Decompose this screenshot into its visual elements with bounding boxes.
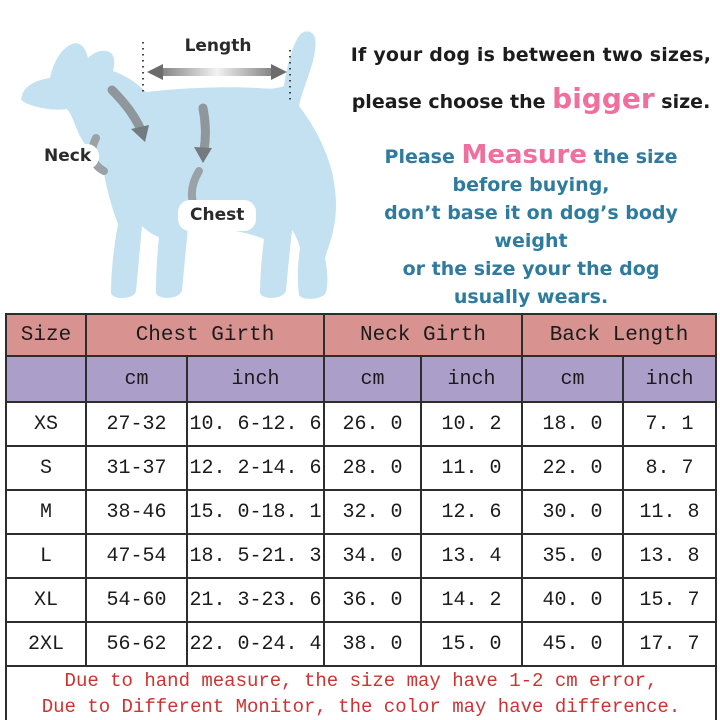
value-cell: 40. 0 <box>521 577 624 623</box>
value-cell: 36. 0 <box>323 577 422 623</box>
dog-illustration <box>21 31 336 299</box>
advice-line1: If your dog is between two sizes, <box>350 44 712 66</box>
disclaimer-line1: Due to hand measure, the size may have 1… <box>64 670 658 692</box>
value-cell: 8. 7 <box>622 445 717 491</box>
neck-arrowhead <box>131 125 149 142</box>
value-cell: 31-37 <box>85 445 188 491</box>
table-row-s: S 31-37 12. 2-14. 6 28. 0 11. 0 22. 0 8.… <box>5 445 717 491</box>
size-cell: XS <box>5 401 87 447</box>
value-cell: 13. 8 <box>622 533 717 579</box>
value-cell: 15. 7 <box>622 577 717 623</box>
value-cell: 38-46 <box>85 489 188 535</box>
value-cell: 11. 0 <box>420 445 523 491</box>
dog-silhouette <box>21 31 336 299</box>
unit-cell: inch <box>420 355 523 403</box>
value-cell: 22. 0 <box>521 445 624 491</box>
value-cell: 21. 3-23. 6 <box>186 577 325 623</box>
value-cell: 54-60 <box>85 577 188 623</box>
value-cell: 32. 0 <box>323 489 422 535</box>
units-empty-cell <box>5 355 87 403</box>
value-cell: 18. 0 <box>521 401 624 447</box>
chest-arrowhead <box>194 147 212 163</box>
table-units-row: cm inch cm inch cm inch <box>5 355 717 403</box>
measure-note: Please Measure the size before buying, d… <box>345 141 717 311</box>
header-back-length: Back Length <box>521 313 717 357</box>
value-cell: 15. 0-18. 1 <box>186 489 325 535</box>
table-row-xs: XS 27-32 10. 6-12. 6 26. 0 10. 2 18. 0 7… <box>5 401 717 447</box>
disclaimer-cell: Due to hand measure, the size may have 1… <box>5 665 717 720</box>
value-cell: 13. 4 <box>420 533 523 579</box>
measure-note-line1: Please Measure the size <box>345 141 717 171</box>
value-cell: 27-32 <box>85 401 188 447</box>
advice-line2-prefix: please choose the <box>351 91 553 113</box>
measure-line1-prefix: Please <box>384 146 462 168</box>
value-cell: 10. 2 <box>420 401 523 447</box>
value-cell: 7. 1 <box>622 401 717 447</box>
value-cell: 34. 0 <box>323 533 422 579</box>
neck-label: Neck <box>36 144 100 169</box>
neck-strap-arrow <box>107 85 146 135</box>
length-arrowhead-left <box>147 64 163 80</box>
measure-note-line5: usually wears. <box>453 286 609 308</box>
table-header-row: Size Chest Girth Neck Girth Back Length <box>5 313 717 357</box>
value-cell: 38. 0 <box>323 621 422 667</box>
table-row-l: L 47-54 18. 5-21. 3 34. 0 13. 4 35. 0 13… <box>5 533 717 579</box>
value-cell: 18. 5-21. 3 <box>186 533 325 579</box>
measure-note-line3: don’t base it on dog’s body weight <box>384 202 678 252</box>
disclaimer-line2: Due to Different Monitor, the color may … <box>41 696 681 718</box>
table-note-row: Due to hand measure, the size may have 1… <box>5 665 717 720</box>
header-chest-girth: Chest Girth <box>85 313 325 357</box>
length-arrowhead-right <box>271 64 287 80</box>
unit-cell: cm <box>85 355 188 403</box>
table-row-xl: XL 54-60 21. 3-23. 6 36. 0 14. 2 40. 0 1… <box>5 577 717 623</box>
advice-bigger-highlight: bigger <box>552 82 655 115</box>
unit-cell: cm <box>521 355 624 403</box>
unit-cell: cm <box>323 355 422 403</box>
size-chart-table: Size Chest Girth Neck Girth Back Length … <box>5 313 717 720</box>
size-cell: 2XL <box>5 621 87 667</box>
value-cell: 17. 7 <box>622 621 717 667</box>
size-advice-block: If your dog is between two sizes, please… <box>345 44 717 311</box>
advice-line2-suffix: size. <box>654 91 711 113</box>
value-cell: 10. 6-12. 6 <box>186 401 325 447</box>
size-cell: S <box>5 445 87 491</box>
value-cell: 15. 0 <box>420 621 523 667</box>
value-cell: 26. 0 <box>323 401 422 447</box>
length-label: Length <box>178 36 258 57</box>
value-cell: 56-62 <box>85 621 188 667</box>
value-cell: 28. 0 <box>323 445 422 491</box>
chest-label: Chest <box>178 200 257 231</box>
value-cell: 30. 0 <box>521 489 624 535</box>
header-size: Size <box>5 313 87 357</box>
value-cell: 12. 6 <box>420 489 523 535</box>
measure-note-line4: or the size your the dog <box>402 258 660 280</box>
measure-line1-suffix: the size <box>586 146 678 168</box>
header-neck-girth: Neck Girth <box>323 313 523 357</box>
table-row-2xl: 2XL 56-62 22. 0-24. 4 38. 0 15. 0 45. 0 … <box>5 621 717 667</box>
measure-highlight: Measure <box>461 140 587 170</box>
value-cell: 22. 0-24. 4 <box>186 621 325 667</box>
value-cell: 47-54 <box>85 533 188 579</box>
size-cell: L <box>5 533 87 579</box>
chest-strap-arrow <box>198 103 210 155</box>
table-row-m: M 38-46 15. 0-18. 1 32. 0 12. 6 30. 0 11… <box>5 489 717 535</box>
value-cell: 35. 0 <box>521 533 624 579</box>
measure-note-line2: before buying, <box>452 174 610 196</box>
unit-cell: inch <box>622 355 717 403</box>
value-cell: 14. 2 <box>420 577 523 623</box>
value-cell: 11. 8 <box>622 489 717 535</box>
advice-line2: please choose the bigger size. <box>345 82 717 115</box>
unit-cell: inch <box>186 355 325 403</box>
value-cell: 45. 0 <box>521 621 624 667</box>
size-cell: XL <box>5 577 87 623</box>
size-cell: M <box>5 489 87 535</box>
value-cell: 12. 2-14. 6 <box>186 445 325 491</box>
